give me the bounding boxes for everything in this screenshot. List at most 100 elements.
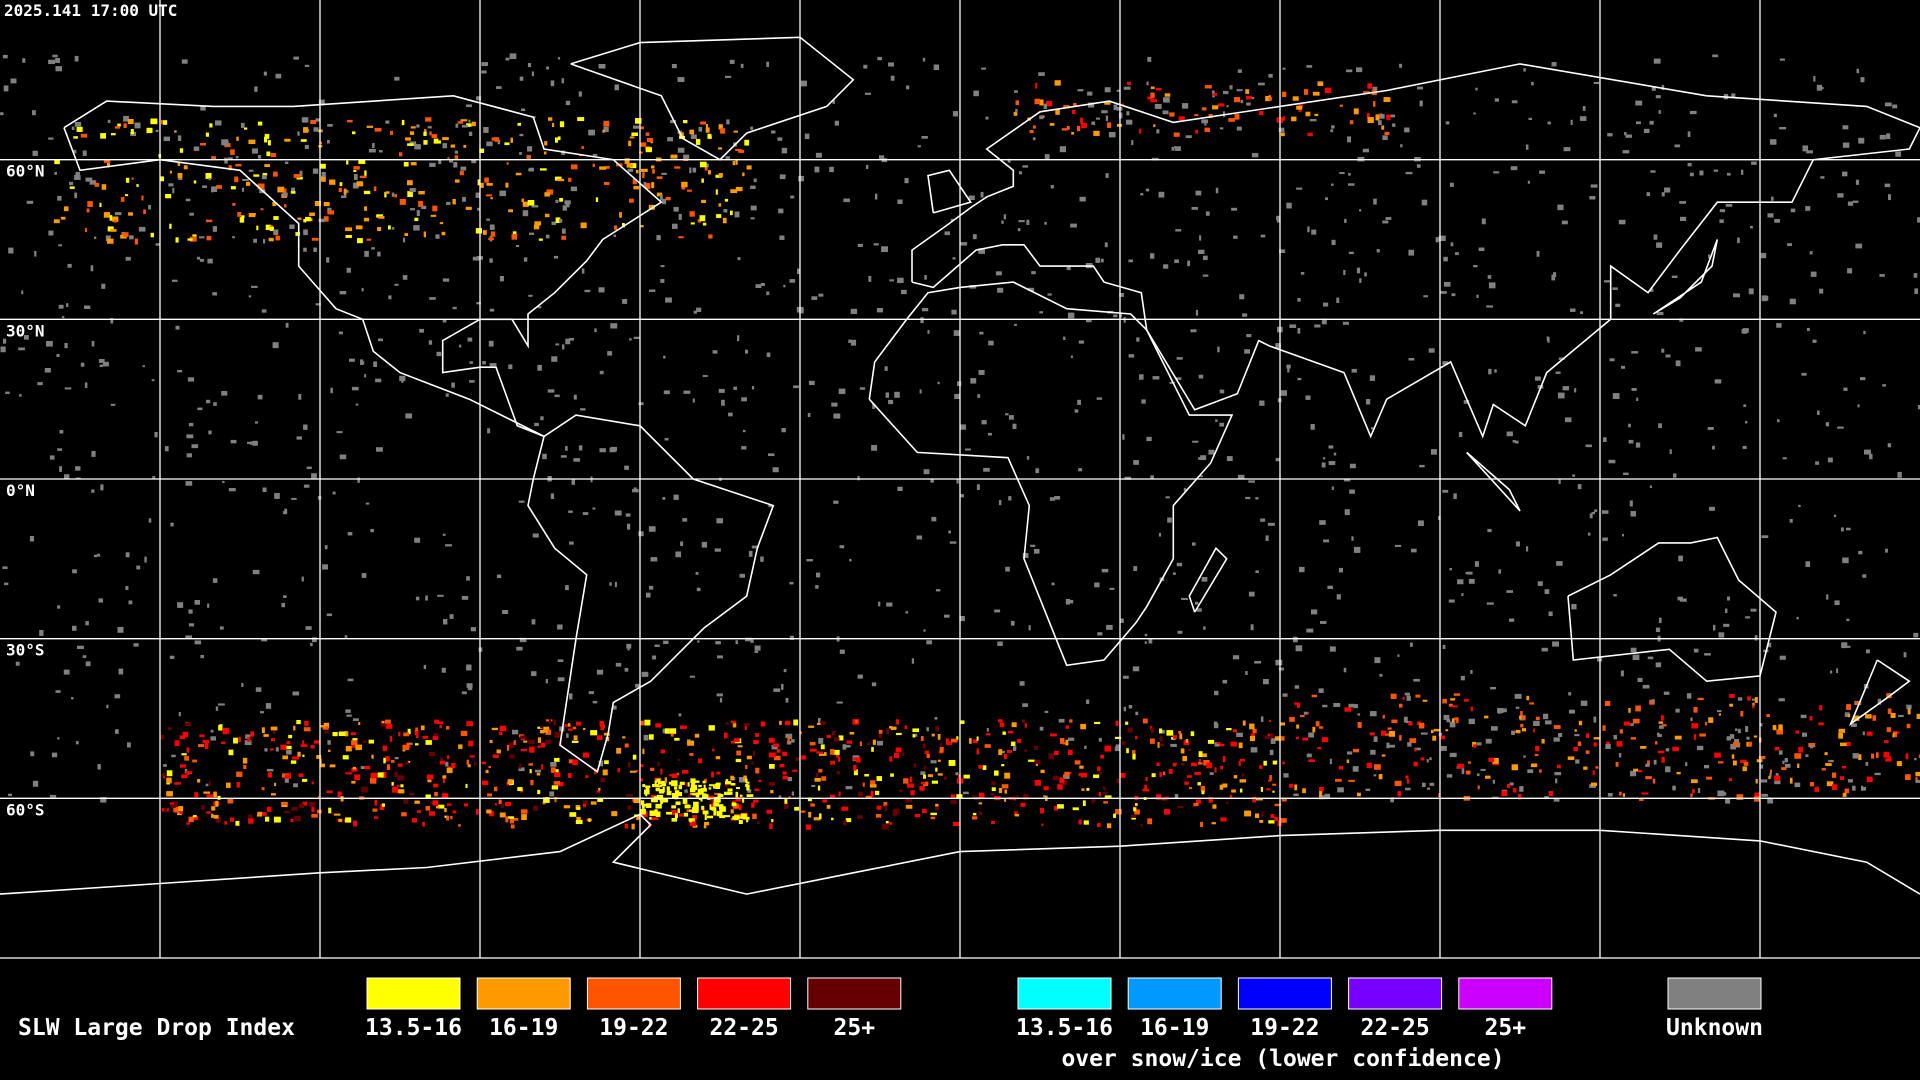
cloud-pixel xyxy=(559,731,563,737)
cloud-pixel xyxy=(545,739,552,745)
cloud-pixel xyxy=(368,739,375,744)
cloud-pixel xyxy=(639,764,644,768)
cloud-pixel xyxy=(489,363,497,367)
cloud-pixel xyxy=(415,743,419,746)
cloud-pixel xyxy=(312,168,319,174)
cloud-pixel xyxy=(1630,511,1637,517)
cloud-pixel xyxy=(303,727,311,732)
cloud-pixel xyxy=(320,163,326,169)
cloud-pixel xyxy=(1737,237,1740,244)
cloud-pixel xyxy=(248,213,256,218)
cloud-pixel xyxy=(1151,773,1156,778)
cloud-pixel xyxy=(1776,729,1784,735)
cloud-pixel xyxy=(1202,274,1209,277)
cloud-pixel xyxy=(1074,760,1081,765)
cloud-pixel xyxy=(5,391,10,395)
cloud-pixel xyxy=(1200,785,1206,792)
cloud-pixel xyxy=(1040,769,1045,774)
cloud-pixel xyxy=(1093,130,1100,136)
cloud-pixel xyxy=(398,731,401,737)
cloud-pixel xyxy=(906,85,910,90)
cloud-pixel xyxy=(784,721,791,726)
cloud-pixel xyxy=(1588,532,1591,536)
cloud-pixel xyxy=(912,728,920,733)
cloud-pixel xyxy=(519,637,527,643)
cloud-pixel xyxy=(205,173,212,179)
cloud-pixel xyxy=(1237,474,1245,480)
cloud-pixel xyxy=(1245,671,1248,675)
cloud-pixel xyxy=(246,181,251,186)
cloud-pixel xyxy=(1307,132,1313,137)
cloud-pixel xyxy=(266,151,271,157)
cloud-pixel xyxy=(1296,724,1300,729)
cloud-pixel xyxy=(1454,252,1459,256)
cloud-pixel xyxy=(1191,762,1197,767)
cloud-pixel xyxy=(1866,731,1873,736)
cloud-pixel xyxy=(346,267,351,273)
cloud-pixel xyxy=(571,164,578,170)
cloud-pixel xyxy=(1635,442,1641,448)
cloud-pixel xyxy=(1176,377,1182,380)
cloud-pixel xyxy=(871,746,874,752)
cloud-pixel xyxy=(565,585,569,591)
cloud-pixel xyxy=(494,786,498,792)
cloud-pixel xyxy=(619,212,622,218)
cloud-pixel xyxy=(565,446,568,451)
cloud-pixel xyxy=(63,206,69,212)
cloud-pixel xyxy=(271,793,276,796)
cloud-pixel xyxy=(1014,811,1018,816)
cloud-pixel xyxy=(926,640,932,645)
cloud-pixel xyxy=(1181,763,1185,766)
cloud-pixel xyxy=(661,798,669,803)
cloud-pixel xyxy=(482,230,487,235)
cloud-pixel xyxy=(1222,679,1228,684)
cloud-pixel xyxy=(660,768,663,775)
cloud-pixel xyxy=(704,814,707,821)
cloud-pixel xyxy=(1150,99,1158,103)
cloud-pixel xyxy=(782,771,787,775)
cloud-pixel xyxy=(76,126,83,132)
cloud-pixel xyxy=(374,127,382,132)
cloud-pixel xyxy=(1181,597,1188,600)
cloud-pixel xyxy=(779,174,786,180)
cloud-pixel xyxy=(1707,427,1714,430)
cloud-pixel xyxy=(1779,58,1785,61)
cloud-pixel xyxy=(1442,644,1446,650)
cloud-pixel xyxy=(610,323,618,329)
cloud-pixel xyxy=(167,727,172,730)
cloud-pixel xyxy=(724,791,732,796)
cloud-pixel xyxy=(856,757,861,763)
cloud-pixel xyxy=(1212,804,1217,809)
cloud-pixel xyxy=(172,187,175,194)
cloud-pixel xyxy=(691,782,696,787)
cloud-pixel xyxy=(1842,171,1848,177)
cloud-pixel xyxy=(822,799,828,803)
cloud-pixel xyxy=(895,747,902,753)
cloud-pixel xyxy=(1039,311,1044,314)
cloud-pixel xyxy=(875,790,880,796)
cloud-pixel xyxy=(174,130,177,133)
cloud-pixel xyxy=(1451,705,1458,708)
cloud-pixel xyxy=(808,380,815,386)
cloud-pixel xyxy=(311,806,315,813)
cloud-pixel xyxy=(1592,770,1595,776)
cloud-pixel xyxy=(211,813,214,818)
cloud-pixel xyxy=(590,801,597,805)
cloud-pixel xyxy=(1142,718,1148,724)
cloud-pixel xyxy=(1856,68,1860,74)
cloud-pixel xyxy=(690,784,698,791)
cloud-pixel xyxy=(689,167,692,174)
cloud-pixel xyxy=(328,807,332,814)
cloud-pixel xyxy=(660,801,663,804)
cloud-pixel xyxy=(1219,422,1225,427)
cloud-pixel xyxy=(543,726,550,731)
cloud-pixel xyxy=(353,170,357,173)
cloud-pixel xyxy=(1148,638,1153,644)
cloud-pixel xyxy=(1195,309,1199,316)
cloud-pixel xyxy=(280,744,287,750)
cloud-pixel xyxy=(508,364,513,370)
cloud-pixel xyxy=(1169,112,1175,117)
cloud-pixel xyxy=(1630,647,1637,653)
cloud-pixel xyxy=(1842,557,1849,564)
cloud-pixel xyxy=(831,817,834,821)
